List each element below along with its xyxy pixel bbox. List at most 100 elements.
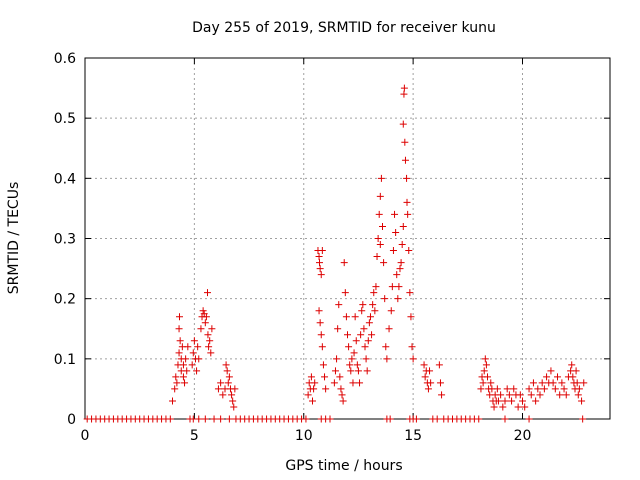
y-axis-label: SRMTID / TECUs <box>6 182 22 295</box>
data-point <box>477 385 485 393</box>
data-point <box>204 289 211 297</box>
data-point <box>538 379 546 387</box>
data-point <box>407 313 415 321</box>
data-point <box>169 397 176 405</box>
axis-ticks <box>84 57 610 420</box>
data-point <box>365 319 373 327</box>
data-point <box>362 355 370 363</box>
data-point <box>569 373 577 381</box>
data-point <box>510 385 518 393</box>
data-point <box>389 247 397 255</box>
data-point <box>195 415 203 423</box>
data-point <box>383 355 391 363</box>
data-point <box>173 379 181 387</box>
data-point <box>420 361 428 369</box>
data-point <box>195 355 203 363</box>
y-tick-label: 0.2 <box>54 292 76 308</box>
data-point <box>401 156 409 164</box>
y-tick-label: 0.5 <box>54 111 76 127</box>
data-point <box>503 385 511 393</box>
data-point <box>371 307 379 315</box>
data-point <box>340 259 348 267</box>
data-point <box>205 343 213 351</box>
data-point <box>579 415 587 423</box>
data-point <box>361 343 369 351</box>
data-point <box>179 373 187 381</box>
data-point <box>201 319 209 327</box>
data-point <box>525 385 533 393</box>
data-point <box>534 385 542 393</box>
data-point <box>369 301 377 309</box>
data-point <box>315 307 323 315</box>
y-tick-label: 0.1 <box>54 352 76 368</box>
data-point <box>172 373 180 381</box>
data-point <box>568 361 576 369</box>
data-point <box>346 361 354 369</box>
data-point <box>380 259 388 267</box>
data-point <box>344 331 351 339</box>
data-point <box>436 379 444 387</box>
data-point <box>514 403 522 411</box>
data-point <box>179 361 187 369</box>
data-point <box>175 349 183 357</box>
data-point <box>382 343 390 351</box>
y-tick-label: 0.3 <box>54 232 76 248</box>
data-point <box>490 403 498 411</box>
data-point <box>427 379 435 387</box>
data-points <box>83 84 588 423</box>
data-point <box>171 385 179 393</box>
data-point <box>342 313 350 321</box>
data-point <box>311 379 319 387</box>
data-point <box>386 415 394 423</box>
data-point <box>404 210 412 218</box>
data-point <box>214 385 222 393</box>
data-point <box>516 391 524 399</box>
data-point <box>184 343 192 351</box>
data-point <box>348 355 356 363</box>
data-point <box>315 253 323 261</box>
data-point <box>394 295 402 303</box>
data-point <box>316 259 323 267</box>
data-point <box>334 325 342 333</box>
data-point <box>335 301 343 309</box>
data-point <box>480 367 488 375</box>
data-point <box>330 379 338 387</box>
data-point <box>316 265 324 273</box>
data-point <box>359 301 367 309</box>
data-point <box>302 415 310 423</box>
y-tick-label: 0.6 <box>54 51 76 67</box>
data-point <box>217 379 225 387</box>
data-point <box>183 367 191 375</box>
data-point <box>206 337 214 345</box>
y-tick-labels: 0 0.1 0.2 0.3 0.4 0.5 0.6 <box>54 51 76 428</box>
data-point <box>508 397 516 405</box>
data-point <box>189 349 197 357</box>
data-point <box>574 391 582 399</box>
data-point <box>223 367 231 375</box>
data-point <box>392 228 400 236</box>
data-point <box>309 397 316 405</box>
data-point <box>190 337 198 345</box>
data-point <box>438 391 446 399</box>
data-point <box>421 373 429 381</box>
data-point <box>357 331 365 339</box>
data-point <box>499 403 507 411</box>
data-point <box>345 343 353 351</box>
data-point <box>204 331 212 339</box>
data-point <box>388 283 396 291</box>
data-point <box>353 361 361 369</box>
data-point <box>494 397 502 405</box>
data-point <box>316 319 324 327</box>
data-point <box>230 403 238 411</box>
data-point <box>354 367 362 375</box>
data-point <box>222 361 230 369</box>
data-point <box>551 385 559 393</box>
data-point <box>231 385 239 393</box>
data-point <box>435 361 443 369</box>
data-point <box>351 313 359 321</box>
data-point <box>573 379 581 387</box>
x-tick-label: 10 <box>295 428 313 444</box>
data-point <box>487 379 495 387</box>
y-tick-label: 0 <box>67 412 76 428</box>
